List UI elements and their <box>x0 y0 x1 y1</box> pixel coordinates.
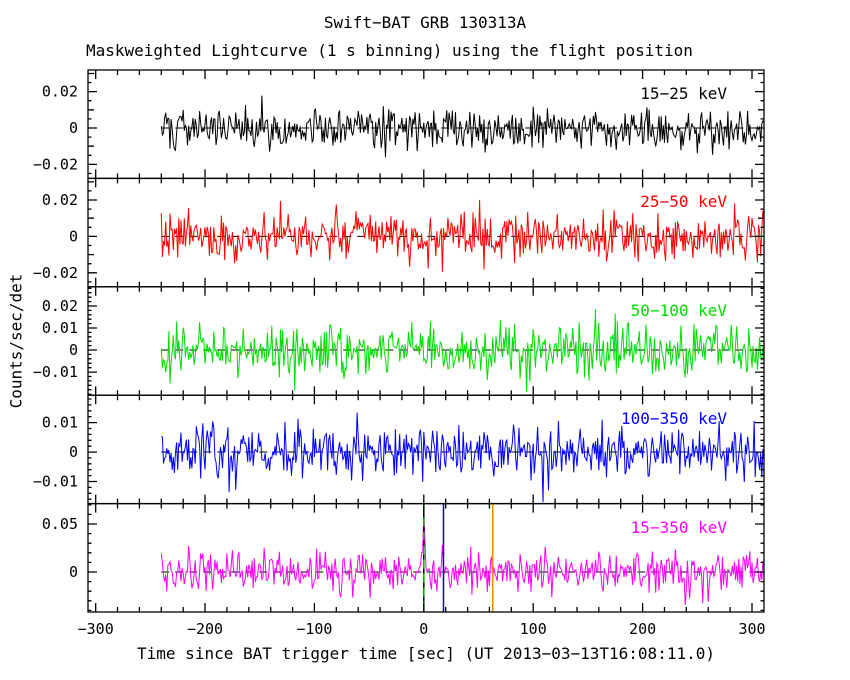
x-tick-label: −100 <box>296 620 332 638</box>
panel-15-25-keV: 0.02 0 −0.02 <box>33 69 765 180</box>
x-axis-label: Time since BAT trigger time [sec] (UT 20… <box>137 644 715 663</box>
y-tick-label: 0.02 <box>42 83 78 101</box>
axis-ticks <box>88 503 764 612</box>
y-tick-label: 0 <box>69 227 78 245</box>
y-tick-label: 0.02 <box>42 297 78 315</box>
panel-50-100-keV: 0.02 0.01 0 −0.01 <box>33 286 765 396</box>
panel-label-100-350-kev: 100−350 keV <box>621 409 727 428</box>
panel-label-15-25-kev: 15−25 keV <box>640 84 727 103</box>
y-axis-label: Counts/sec/det <box>6 273 26 409</box>
y-tick-label: −0.02 <box>33 264 78 282</box>
x-tick-label: 0 <box>419 620 428 638</box>
y-tick-label: 0.01 <box>42 414 78 432</box>
panel-15-350-keV: 0.05 0 <box>42 502 765 613</box>
x-tick-label: 100 <box>520 620 547 638</box>
x-tick-label: −300 <box>78 620 114 638</box>
y-tick-label: −0.01 <box>33 363 78 381</box>
y-tick-label: −0.02 <box>33 155 78 173</box>
lightcurve-1 <box>160 199 764 273</box>
y-tick-label: 0.05 <box>42 515 78 533</box>
axis-ticks <box>88 286 764 396</box>
panel-label-50-100-kev: 50−100 keV <box>630 301 727 320</box>
y-tick-label: 0 <box>69 563 78 581</box>
x-tick-label: 300 <box>738 620 765 638</box>
lightcurve-0 <box>160 95 764 158</box>
y-tick-label: 0.01 <box>42 319 78 337</box>
lightcurve-2 <box>160 309 764 392</box>
panel-frame <box>87 502 765 613</box>
x-tick-label: 200 <box>629 620 656 638</box>
axis-ticks <box>88 395 764 504</box>
chart-title: Swift−BAT GRB 130313A <box>323 13 527 32</box>
panel-label-15-350-kev: 15−350 keV <box>630 518 727 537</box>
y-tick-label: 0.02 <box>42 191 78 209</box>
x-tick-label: −200 <box>187 620 223 638</box>
axis-ticks <box>88 70 764 179</box>
panel-label-25-50-kev: 25−50 keV <box>640 192 727 211</box>
chart-subtitle: Maskweighted Lightcurve (1 s binning) us… <box>86 41 693 60</box>
y-tick-label: −0.01 <box>33 473 78 491</box>
axis-ticks <box>88 178 764 287</box>
y-tick-label: 0 <box>69 119 78 137</box>
lightcurve-3 <box>161 412 764 503</box>
y-tick-label: 0 <box>69 443 78 461</box>
lightcurve-4 <box>160 512 764 605</box>
y-tick-label: 0 <box>69 341 78 359</box>
